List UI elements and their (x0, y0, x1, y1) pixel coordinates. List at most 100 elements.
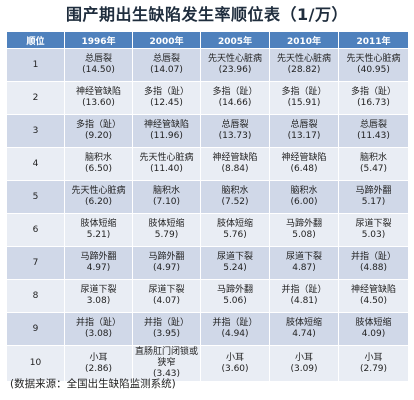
header-2005: 2005年 (200, 31, 270, 49)
defect-rate: 5.24) (223, 263, 247, 273)
defect-name: 多指（趾） (212, 87, 258, 97)
defect-cell: 马蹄外翻 5.17) (338, 180, 409, 214)
defect-name: 尿道下裂 (355, 219, 392, 229)
defect-rate: (4.50) (359, 296, 388, 306)
defect-name: 总唇裂 (84, 54, 112, 64)
rank-cell: 10 (6, 345, 65, 382)
table-row: 4 脑积水 (6.50) 先天性心脏病 (11.40) 神经管缺陷 (8.84) 神经管缺陷(… (6, 147, 409, 181)
defect-cell: 总唇裂 (11.43) (338, 114, 409, 148)
table-row: 2 神经管缺陷 (13.60) 多指（趾） (12.45) 多指（趾） (14.66) 多指（… (6, 81, 409, 115)
defect-rate: (9.20) (84, 131, 113, 141)
defect-name: 马蹄外翻 (80, 252, 117, 262)
defect-name: 小耳 (294, 352, 313, 363)
defect-cell: 肢体短缩 4.74) (269, 312, 339, 346)
defect-cell: 多指（趾） (16.73) (338, 81, 409, 115)
defect-rate: (23.96) (218, 65, 252, 75)
defect-cell: 尿道下裂 5.03) (338, 213, 409, 247)
defect-name: 先天性心脏病 (276, 54, 331, 64)
defect-rate: (3.08) (84, 329, 113, 339)
defect-cell: 马蹄外翻 5.06) (200, 279, 270, 313)
table-row: 10 小耳 (2.86) 直肠肛门闭锁或狭窄 (3.43) 小耳 (3.60) 小耳 (3.09… (6, 345, 409, 382)
defect-cell: 小耳 (2.79) (338, 345, 409, 382)
defect-rate: (3.09) (290, 363, 318, 374)
defect-cell: 并指（趾） (3.95) (132, 312, 201, 346)
defect-rate: 4.74) (292, 329, 316, 339)
defect-cell: 神经管缺陷 (4.50) (338, 279, 409, 313)
defect-cell: 马蹄外翻 (4.97) (132, 246, 201, 280)
defect-cell: 马蹄外翻 4.97) (64, 246, 133, 280)
defect-rate: (6.50) (84, 164, 113, 174)
defect-name: 多指（趾） (75, 120, 121, 130)
page-title: 围产期出生缺陷发生率顺位表（1/万） (66, 5, 348, 24)
defect-rate: (2.86) (84, 363, 113, 374)
defect-name: 先天性心脏病 (71, 186, 126, 196)
defect-name: 并指（趾） (143, 318, 189, 328)
defect-cell: 神经管缺陷 (6.48) (269, 147, 339, 181)
defect-name: 神经管缺陷 (75, 87, 121, 97)
birth-defect-rank-table: 顺位 1996年 2000年 2005年 2010年 2011年 1 总唇裂 (14… (6, 31, 409, 382)
defect-rate: (4.97) (152, 263, 181, 273)
defect-rate: 5.76) (223, 230, 247, 240)
defect-cell: 尿道下裂 5.24) (200, 246, 270, 280)
defect-name: 小耳 (89, 352, 108, 363)
defect-name: 总唇裂 (221, 120, 249, 130)
defect-name: 尿道下裂 (285, 252, 322, 262)
rank-cell: 6 (6, 213, 65, 247)
defect-cell: 神经管缺陷 (11.96) (132, 114, 201, 148)
defect-rate: 3.08) (86, 296, 111, 306)
defect-name: 脑积水 (290, 186, 318, 196)
defect-cell: 先天性心脏病 (6.20) (64, 180, 133, 214)
defect-rate: (14.66) (218, 98, 252, 108)
data-source-note: (数据来源：全国出生缺陷监测系统) (10, 378, 176, 390)
defect-cell: 肢体短缩 5.79) (132, 213, 201, 247)
defect-cell: 脑积水 (6.50) (64, 147, 133, 181)
defect-name: 神经管缺陷 (281, 153, 327, 163)
defect-name: 先天性心脏病 (346, 54, 401, 64)
defect-rate: (7.10) (152, 197, 181, 207)
defect-cell: 尿道下裂 3.08) (64, 279, 133, 313)
defect-rate: (13.17) (287, 131, 321, 141)
defect-cell: 多指（趾） (12.45) (132, 81, 201, 115)
defect-rate: (3.60) (221, 363, 249, 374)
defect-name: 脑积水 (359, 153, 387, 163)
defect-rate: 5.06) (223, 296, 247, 306)
defect-name: 肢体短缩 (148, 219, 185, 229)
defect-name: 马蹄外翻 (355, 186, 392, 196)
defect-rate: (11.96) (150, 131, 183, 141)
table-row: 3 多指（趾） (9.20) 神经管缺陷 (11.96) 总唇裂 (13.73) 总唇裂 (13… (6, 114, 409, 148)
defect-cell: 总唇裂 (13.73) (200, 114, 270, 148)
defect-name: 小耳 (364, 352, 383, 363)
defect-cell: 尿道下裂 4.87) (269, 246, 339, 280)
defect-rate: 5.03) (361, 230, 386, 240)
defect-cell: 小耳 (3.60) (200, 345, 270, 382)
defect-rate: (11.40) (150, 164, 183, 174)
defect-cell: 并指（趾） (4.94) (200, 312, 270, 346)
defect-name: 神经管缺陷 (143, 120, 189, 130)
defect-cell: 多指（趾） (14.66) (200, 81, 270, 115)
defect-rate: 5.17) (361, 197, 386, 207)
defect-cell: 脑积水 (7.10) (132, 180, 201, 214)
defect-cell: 总唇裂 (14.50) (64, 48, 133, 82)
defect-rate: (4.07) (152, 296, 181, 306)
defect-cell: 先天性心脏病 (28.82) (269, 48, 339, 82)
defect-rate: (13.60) (82, 98, 115, 108)
defect-rate: 4.97) (86, 263, 111, 273)
defect-rate: (13.73) (218, 131, 252, 141)
rank-cell: 2 (6, 81, 65, 115)
defect-name: 肢体短缩 (80, 219, 117, 229)
defect-rate: 5.79) (154, 230, 179, 240)
defect-rate: (4.81) (290, 296, 318, 306)
defect-cell: 神经管缺陷 (8.84) (200, 147, 270, 181)
defect-rate: (15.91) (287, 98, 321, 108)
defect-name: 总唇裂 (152, 54, 180, 64)
defect-name: 脑积水 (84, 153, 112, 163)
defect-name: 神经管缺陷 (212, 153, 258, 163)
rank-cell: 3 (6, 114, 65, 148)
defect-name: 神经管缺陷 (350, 285, 396, 295)
defect-cell: 肢体短缩 4.09) (338, 312, 409, 346)
defect-rate: (3.43) (152, 369, 181, 379)
header-2000: 2000年 (132, 31, 201, 49)
defect-name: 直肠肛门闭锁或狭窄 (135, 347, 199, 368)
defect-name: 多指（趾） (281, 87, 327, 97)
defect-cell: 神经管缺陷 (13.60) (64, 81, 133, 115)
